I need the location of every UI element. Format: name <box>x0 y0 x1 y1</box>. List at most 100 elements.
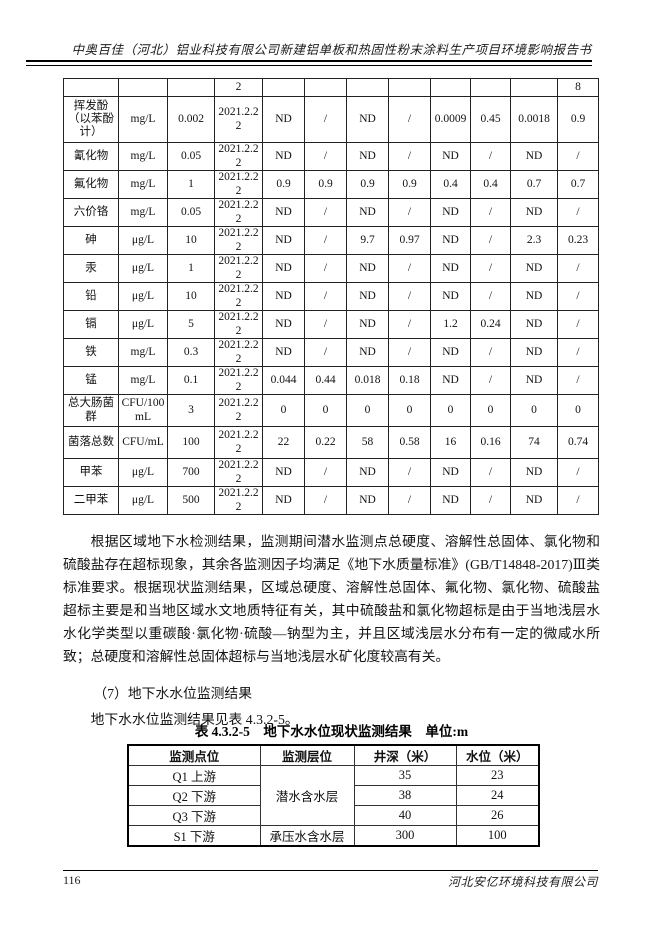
value-cell: 0 <box>430 394 471 427</box>
value-cell: ND <box>346 338 389 367</box>
value-cell: 0 <box>470 394 511 427</box>
value-cell: / <box>388 198 431 227</box>
unit-cell: μg/L <box>118 282 168 311</box>
value-cell: / <box>470 254 511 283</box>
footer-rule <box>63 870 598 871</box>
value-cell: ND <box>346 142 389 171</box>
value-cell: 0.0009 <box>430 96 471 143</box>
table-row: 氟化物 mg/L 1 2021.2.22 0.9 0.9 0.9 0.9 0.4 0.4 0.7 0.… <box>63 170 599 199</box>
value-cell: / <box>304 338 347 367</box>
value-cell: 0.9 <box>388 170 431 199</box>
value-cell: / <box>557 458 599 487</box>
table-row: 菌落总数 CFU/mL 100 2021.2.22 22 0.22 58 0.58 16 0.16… <box>63 426 599 459</box>
analysis-paragraph: 根据区域地下水检测结果，监测期间潜水监测点总硬度、溶解性总固体、氯化物和硫酸盐存… <box>63 533 600 664</box>
value-cell: 0.0018 <box>510 96 558 143</box>
value-cell: / <box>470 458 511 487</box>
parameter-cell: 总大肠菌群 <box>63 394 119 427</box>
value-cell: ND <box>346 486 389 515</box>
standard-cell: 100 <box>167 426 215 459</box>
footer-company-name: 河北安亿环境科技有限公司 <box>447 875 598 889</box>
date-cell: 2021.2.22 <box>214 458 263 487</box>
value-cell: 0 <box>346 394 389 427</box>
parameter-cell: 铅 <box>63 282 119 311</box>
value-cell: / <box>388 254 431 283</box>
table-row: 汞 μg/L 1 2021.2.22 ND / ND / ND / ND / <box>63 254 599 283</box>
value-cell: 22 <box>262 426 305 459</box>
parameter-cell: 镉 <box>63 310 119 339</box>
unit-cell: mg/L <box>118 96 168 143</box>
column-header-cell: 监测点位 <box>127 744 261 766</box>
value-cell: 0.9 <box>557 96 599 143</box>
value-cell: ND <box>430 142 471 171</box>
date-cell: 2021.2.22 <box>214 170 263 199</box>
value-cell: ND <box>262 486 305 515</box>
standard-cell: 10 <box>167 282 215 311</box>
date-cell: 2021.2.22 <box>214 226 263 255</box>
value-cell: / <box>557 338 599 367</box>
value-cell: 0.4 <box>470 170 511 199</box>
table-cell <box>167 78 215 97</box>
parameter-cell: 二甲苯 <box>63 486 119 515</box>
table-header-row: 监测点位 监测层位 井深（米） 水位（米） <box>127 744 540 766</box>
value-cell: / <box>557 198 599 227</box>
value-cell: ND <box>262 142 305 171</box>
table-row: 六价铬 mg/L 0.05 2021.2.22 ND / ND / ND / ND / <box>63 198 599 227</box>
date-cell: 2021.2.22 <box>214 338 263 367</box>
value-cell: 0.9 <box>304 170 347 199</box>
value-cell: ND <box>430 282 471 311</box>
value-cell: 0.9 <box>262 170 305 199</box>
column-header-cell: 水位（米） <box>455 744 540 766</box>
parameter-cell: 六价铬 <box>63 198 119 227</box>
unit-cell: mg/L <box>118 142 168 171</box>
standard-cell: 1 <box>167 170 215 199</box>
header-double-rule <box>26 60 592 66</box>
well-depth-cell: 38 <box>353 785 457 806</box>
value-cell: / <box>470 486 511 515</box>
water-level-table-caption: 表 4.3.2-5 地下水水位现状监测结果 单位:m <box>194 724 469 739</box>
value-cell: 0 <box>262 394 305 427</box>
standard-cell: 700 <box>167 458 215 487</box>
standard-cell: 5 <box>167 310 215 339</box>
table-cell <box>304 78 347 97</box>
standard-cell: 10 <box>167 226 215 255</box>
column-header-cell: 井深（米） <box>353 744 457 766</box>
aquifer-layer-cell: 潜水含水层 <box>259 765 355 826</box>
value-cell: 0.45 <box>470 96 511 143</box>
water-level-cell: 24 <box>455 785 540 806</box>
water-level-cell: 100 <box>455 825 540 847</box>
table-cell <box>346 78 389 97</box>
value-cell: ND <box>262 458 305 487</box>
value-cell: ND <box>430 338 471 367</box>
value-cell: ND <box>510 282 558 311</box>
value-cell: 0 <box>510 394 558 427</box>
column-header-cell: 监测层位 <box>259 744 355 766</box>
unit-cell: μg/L <box>118 458 168 487</box>
parameter-cell: 挥发酚（以苯酚计） <box>63 96 119 143</box>
monitoring-point-cell: S1 下游 <box>127 825 261 847</box>
value-cell: ND <box>510 458 558 487</box>
table-row: 总大肠菌群 CFU/100mL 3 2021.2.22 0 0 0 0 0 0 0 0 <box>63 394 599 427</box>
well-depth-cell: 35 <box>353 765 457 786</box>
value-cell: 0.58 <box>388 426 431 459</box>
value-cell: / <box>388 142 431 171</box>
monitoring-point-cell: Q2 下游 <box>127 785 261 806</box>
table-row: 砷 μg/L 10 2021.2.22 ND/9.7 0.97 ND/2.3 0.23 <box>63 226 599 255</box>
table-cell: 8 <box>557 78 599 97</box>
unit-cell: μg/L <box>118 310 168 339</box>
value-cell: ND <box>510 254 558 283</box>
value-cell: ND <box>346 198 389 227</box>
value-cell: 0.16 <box>470 426 511 459</box>
value-cell: / <box>388 486 431 515</box>
value-cell: / <box>304 310 347 339</box>
standard-cell: 3 <box>167 394 215 427</box>
value-cell: 0.4 <box>430 170 471 199</box>
value-cell: ND <box>510 310 558 339</box>
unit-cell: mg/L <box>118 170 168 199</box>
value-cell: ND <box>510 366 558 395</box>
value-cell: 74 <box>510 426 558 459</box>
value-cell: 0.23 <box>557 226 599 255</box>
value-cell: 0.9 <box>346 170 389 199</box>
value-cell: 0.044 <box>262 366 305 395</box>
value-cell: / <box>557 282 599 311</box>
